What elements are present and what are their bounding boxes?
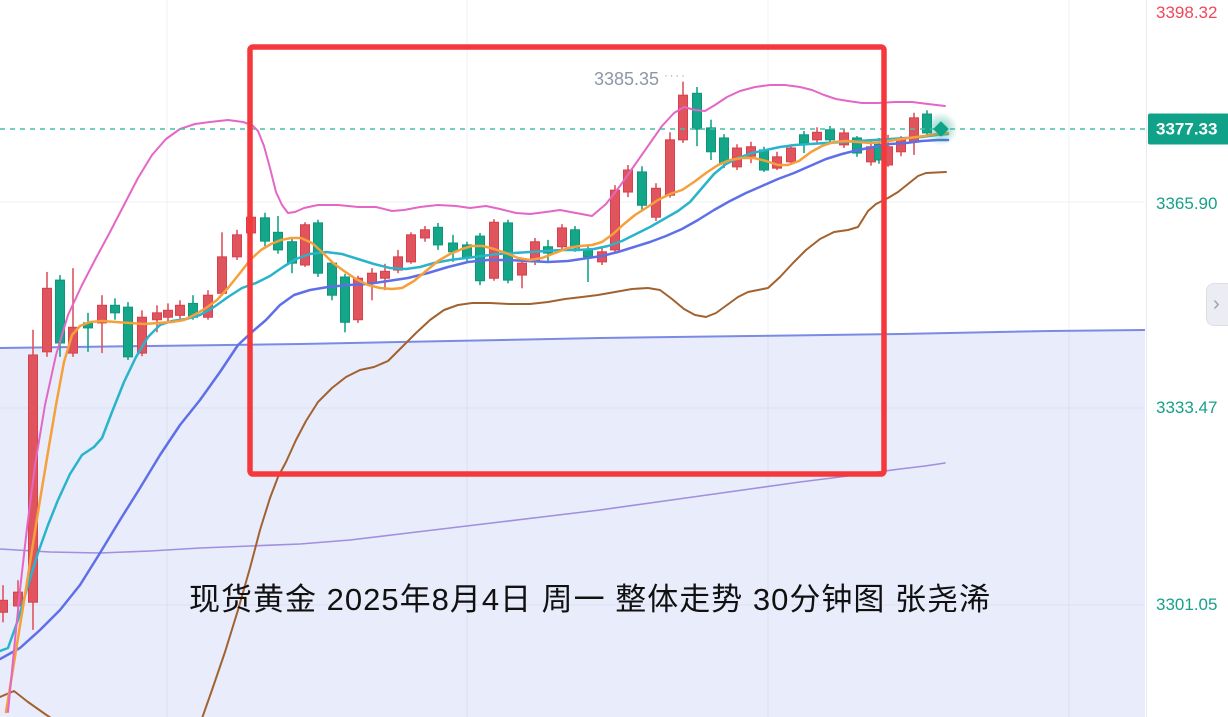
candle bbox=[406, 232, 416, 264]
candle bbox=[232, 229, 242, 260]
candle bbox=[909, 112, 919, 155]
candle-body bbox=[896, 139, 906, 153]
candle bbox=[799, 131, 809, 154]
candle bbox=[448, 234, 458, 262]
candle bbox=[637, 166, 647, 211]
candle-body bbox=[287, 241, 297, 264]
candle bbox=[678, 81, 688, 143]
candle-body bbox=[0, 599, 8, 613]
high-price-dots: ···· bbox=[664, 70, 687, 82]
candle-body bbox=[517, 262, 527, 276]
candle bbox=[68, 268, 78, 357]
candle-body bbox=[825, 129, 835, 141]
candle bbox=[786, 144, 796, 165]
candle-body bbox=[300, 224, 310, 266]
candle-body bbox=[260, 217, 270, 242]
candle bbox=[557, 224, 567, 250]
candle-body bbox=[380, 270, 390, 279]
candle-body bbox=[665, 139, 675, 196]
candle-body bbox=[42, 287, 52, 353]
high-price-annotation: 3385.35 ···· bbox=[594, 69, 687, 90]
candle bbox=[287, 237, 297, 274]
shaded-band-top-line bbox=[0, 329, 1146, 349]
axis-price-label: 3365.90 bbox=[1156, 194, 1218, 213]
overlay-line-ma-orange bbox=[4, 131, 950, 714]
candle bbox=[610, 185, 620, 254]
candle-body bbox=[678, 94, 688, 141]
candle-body bbox=[433, 226, 443, 246]
candle-body bbox=[97, 304, 107, 324]
candle bbox=[420, 226, 430, 242]
candle-body bbox=[175, 304, 185, 316]
candle bbox=[217, 232, 227, 296]
candle bbox=[839, 129, 849, 149]
candle bbox=[300, 222, 310, 267]
candle-body bbox=[163, 309, 173, 318]
candle-body bbox=[110, 304, 120, 314]
candle-body bbox=[420, 229, 430, 239]
candle-body bbox=[812, 131, 822, 141]
axis-price-label: 3301.05 bbox=[1156, 595, 1218, 614]
candle-body bbox=[123, 306, 133, 358]
overlay-line-band-upper-magenta bbox=[7, 84, 946, 713]
candle-body bbox=[406, 234, 416, 263]
price-axis[interactable]: 3398.32 3365.90 3333.47 3301.05 3377.33 bbox=[1146, 0, 1228, 717]
high-price-value: 3385.35 bbox=[594, 69, 660, 89]
candle bbox=[852, 136, 862, 157]
candle-body bbox=[152, 312, 162, 321]
annotation-highlight-box bbox=[247, 44, 887, 477]
candle-body bbox=[68, 326, 78, 354]
candle-body bbox=[393, 256, 403, 271]
candle-body bbox=[719, 137, 729, 164]
candle bbox=[110, 298, 120, 320]
candle bbox=[772, 151, 782, 171]
candle-body bbox=[353, 277, 363, 321]
candle-body bbox=[217, 256, 227, 294]
overlay-line-ma-indigo bbox=[0, 138, 950, 661]
candle bbox=[706, 119, 716, 160]
candle-body bbox=[137, 316, 147, 354]
candle bbox=[812, 127, 822, 143]
candle-body bbox=[340, 276, 350, 323]
candle bbox=[175, 300, 185, 320]
panel-collapse-handle[interactable]: › bbox=[1206, 283, 1228, 326]
candle bbox=[0, 585, 8, 623]
chevron-right-icon: › bbox=[1213, 293, 1220, 315]
candle bbox=[123, 302, 133, 361]
axis-price-label: 3333.47 bbox=[1156, 398, 1218, 417]
candle bbox=[665, 132, 675, 198]
overlay-line-ma-cyan bbox=[0, 132, 950, 653]
candle bbox=[475, 232, 485, 286]
candle-body bbox=[610, 189, 620, 251]
candle bbox=[517, 258, 527, 289]
candle-body bbox=[637, 171, 647, 206]
candle bbox=[692, 86, 702, 147]
candle-body bbox=[852, 137, 862, 154]
candle-body bbox=[786, 147, 796, 163]
candle bbox=[340, 273, 350, 333]
candle-body bbox=[706, 127, 716, 153]
candle-body bbox=[232, 234, 242, 258]
candle bbox=[42, 271, 52, 357]
shaded-band-area bbox=[0, 330, 1145, 717]
candle-body bbox=[839, 132, 849, 146]
candle bbox=[163, 303, 173, 323]
overlay-line-band-lower-brown bbox=[0, 171, 947, 717]
current-price-badge: 3377.33 bbox=[1148, 113, 1228, 145]
candle-body bbox=[327, 262, 337, 296]
candle bbox=[273, 215, 283, 254]
candle-body bbox=[557, 227, 567, 248]
candle bbox=[260, 212, 270, 247]
candle bbox=[97, 295, 107, 354]
axis-price-label: 3398.32 bbox=[1156, 3, 1218, 22]
candle bbox=[433, 222, 443, 250]
candle bbox=[327, 261, 337, 301]
candle-body bbox=[475, 235, 485, 282]
candlestick-chart-canvas[interactable] bbox=[0, 0, 1146, 717]
candle bbox=[380, 263, 390, 291]
candle-body bbox=[799, 134, 809, 144]
